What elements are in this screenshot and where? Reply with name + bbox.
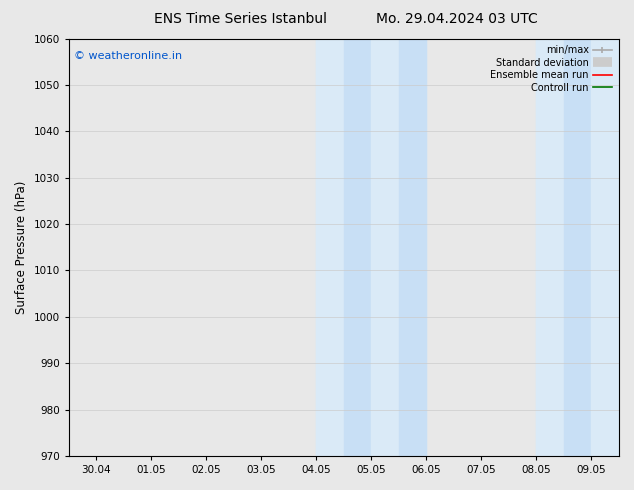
- Bar: [344, 39, 372, 456]
- Bar: [564, 39, 592, 456]
- Bar: [316, 39, 344, 456]
- Legend: min/max, Standard deviation, Ensemble mean run, Controll run: min/max, Standard deviation, Ensemble me…: [488, 44, 614, 95]
- Bar: [536, 39, 619, 456]
- Bar: [316, 39, 427, 456]
- Text: Mo. 29.04.2024 03 UTC: Mo. 29.04.2024 03 UTC: [375, 12, 538, 26]
- Bar: [372, 39, 399, 456]
- Text: © weatheronline.in: © weatheronline.in: [74, 51, 183, 61]
- Text: ENS Time Series Istanbul: ENS Time Series Istanbul: [155, 12, 327, 26]
- Bar: [536, 39, 564, 456]
- Bar: [592, 39, 619, 456]
- Bar: [399, 39, 427, 456]
- Y-axis label: Surface Pressure (hPa): Surface Pressure (hPa): [15, 181, 28, 314]
